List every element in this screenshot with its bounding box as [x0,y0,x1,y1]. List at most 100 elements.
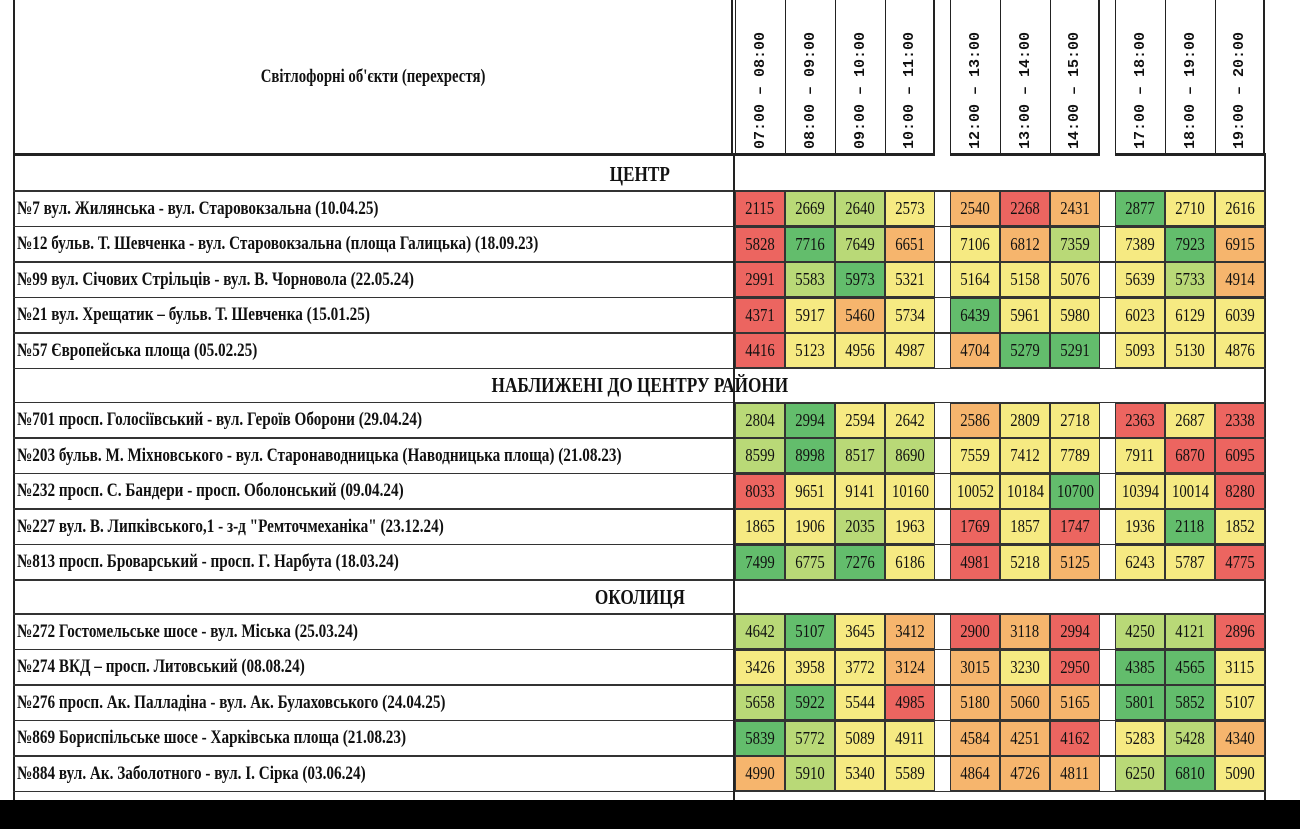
traffic-value-cell: 6870 [1165,438,1215,473]
traffic-value: 4250 [1125,621,1155,641]
traffic-value: 6039 [1225,304,1255,325]
traffic-value: 2640 [845,198,875,218]
traffic-value-cell: 5583 [785,262,835,297]
traffic-value: 4565 [1175,656,1205,677]
row-divider [13,296,1266,298]
bottom-bar [0,800,1300,829]
traffic-value-cell: 2268 [1000,191,1050,226]
traffic-value-cell: 2950 [1050,649,1100,685]
traffic-value-cell: 3412 [885,614,935,649]
traffic-value: 5544 [845,692,875,712]
traffic-value: 5839 [745,727,775,748]
traffic-value: 2363 [1125,409,1155,430]
traffic-value-cell: 7412 [1000,438,1050,473]
traffic-value-cell: 5544 [835,685,885,720]
traffic-value: 1936 [1125,516,1155,536]
traffic-value-cell: 5076 [1050,262,1100,297]
traffic-value-cell: 8517 [835,438,885,473]
traffic-value-cell: 4987 [885,333,935,368]
traffic-value: 3015 [960,656,990,677]
time-column-header: 07:00 – 08:00 [735,0,785,153]
traffic-value: 2268 [1010,198,1040,218]
traffic-value-cell: 5734 [885,297,935,333]
traffic-value-cell: 8599 [735,438,785,473]
traffic-value-cell: 2573 [885,191,935,226]
traffic-value-cell: 5125 [1050,544,1100,580]
traffic-value: 4990 [745,763,775,783]
intersection-name: №227 вул. В. Липківського,1 - з-д "Ремто… [17,509,731,544]
intersection-name: №272 Гостомельське шосе - вул. Міська (2… [17,614,731,649]
traffic-value-cell: 3115 [1215,649,1265,685]
row-divider [13,332,1266,334]
traffic-value-cell: 7559 [950,438,1000,473]
traffic-value: 4385 [1125,656,1155,677]
traffic-value-cell: 2118 [1165,509,1215,544]
traffic-value-cell: 5922 [785,685,835,720]
traffic-value-cell: 10394 [1115,473,1165,509]
traffic-value-cell: 3645 [835,614,885,649]
traffic-value-cell: 2994 [1050,614,1100,649]
traffic-value: 2115 [745,198,775,218]
section-heading: НАБЛИЖЕНІ ДО ЦЕНТРУ РАЙОНИ [13,368,1266,404]
traffic-value: 2586 [960,409,990,430]
time-column-label: 09:00 – 10:00 [851,31,869,149]
traffic-value-cell: 4914 [1215,262,1265,297]
traffic-value: 5164 [960,269,990,289]
row-divider [13,225,1266,227]
traffic-value-cell: 6250 [1115,756,1165,791]
traffic-value: 5658 [745,692,775,712]
traffic-value-cell: 5060 [1000,685,1050,720]
traffic-value: 2687 [1175,409,1205,430]
traffic-value-cell: 4956 [835,333,885,368]
intersection-name: №276 просп. Ак. Палладіна - вул. Ак. Бул… [17,685,731,720]
traffic-value: 4704 [960,340,990,360]
traffic-value-cell: 7911 [1115,438,1165,473]
traffic-value-cell: 6439 [950,297,1000,333]
traffic-value-cell: 4340 [1215,720,1265,756]
intersection-name: №21 вул. Хрещатик – бульв. Т. Шевченка (… [17,298,731,333]
traffic-value-cell: 4565 [1165,649,1215,685]
traffic-value: 8690 [895,445,925,465]
traffic-value: 4371 [745,304,775,325]
traffic-value-cell: 6095 [1215,438,1265,473]
section-title: ЦЕНТР [609,161,670,186]
time-column-header: 17:00 – 18:00 [1115,0,1165,153]
traffic-value-cell: 2642 [885,402,935,438]
traffic-value-cell: 4981 [950,544,1000,580]
intersection-name-text: №701 просп. Голосіївський - вул. Героїв … [17,409,423,430]
traffic-value-cell: 5107 [785,614,835,649]
traffic-value: 4416 [745,340,775,360]
traffic-value: 5123 [795,340,825,360]
section-heading: ЦЕНТР [13,156,1266,192]
traffic-value: 5917 [795,304,825,325]
traffic-value-cell: 5772 [785,720,835,756]
traffic-value-cell: 7923 [1165,226,1215,262]
traffic-value-cell: 5787 [1165,544,1215,580]
intersection-name: №701 просп. Голосіївський - вул. Героїв … [17,403,731,438]
intersection-name-text: №203 бульв. М. Міхновського - вул. Старо… [17,444,622,466]
time-column-header: 09:00 – 10:00 [835,0,885,153]
traffic-value-cell: 5917 [785,297,835,333]
traffic-value: 5639 [1125,269,1155,289]
time-column-header: 19:00 – 20:00 [1215,0,1265,153]
traffic-value: 3124 [895,656,925,677]
traffic-value: 6186 [895,551,925,572]
section-divider [13,367,1266,369]
traffic-value: 3426 [745,656,775,677]
traffic-value-cell: 1769 [950,509,1000,544]
traffic-value: 1963 [895,516,925,536]
traffic-value: 5125 [1060,551,1090,572]
intersection-name: №203 бульв. М. Міхновського - вул. Старо… [17,438,731,473]
traffic-value: 2338 [1225,409,1255,430]
traffic-value: 4911 [895,727,925,748]
traffic-value: 3115 [1225,656,1255,677]
traffic-value-cell: 4371 [735,297,785,333]
intersection-name-text: №274 ВКД – просп. Литовський (08.08.24) [17,656,305,677]
traffic-value: 5852 [1175,692,1205,712]
traffic-value: 5980 [1060,304,1090,325]
row-divider [13,508,1266,510]
traffic-value: 4981 [960,551,990,572]
traffic-value: 5583 [795,269,825,289]
row-divider [13,401,1266,403]
traffic-value-cell: 2431 [1050,191,1100,226]
